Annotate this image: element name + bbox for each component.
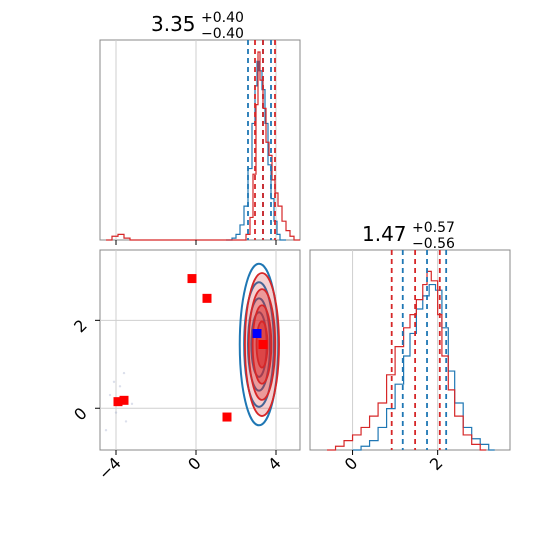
panel-frame — [99, 39, 301, 241]
panel-frame — [99, 249, 301, 451]
x-tick-label: 0 — [184, 453, 205, 474]
marginal-panel-1: 3.35 +0.40 −0.40 — [99, 10, 301, 245]
sample-point — [130, 402, 134, 406]
marker-square — [113, 397, 123, 407]
panel-title: 1.47 +0.57 −0.56 — [362, 220, 455, 252]
quantile-lines — [390, 250, 448, 450]
markers — [113, 274, 268, 422]
panel-frame — [309, 249, 511, 451]
tick-marks — [352, 450, 439, 455]
x-tick-labels: −4 0 4 — [95, 453, 285, 483]
y-tick-labels: 02 — [70, 316, 91, 425]
x-tick-label: 0 — [341, 453, 362, 474]
histogram-series — [327, 270, 487, 451]
title-value: 3.35 — [151, 12, 196, 36]
sample-point — [118, 385, 122, 388]
sample-point — [104, 429, 108, 432]
marker-square — [258, 340, 268, 350]
sample-points — [104, 371, 134, 432]
title-plus: +0.40 — [201, 10, 244, 26]
sample-point — [108, 393, 112, 397]
marker-square — [187, 274, 197, 284]
x-tick-label: 4 — [264, 453, 285, 474]
grid-lines — [100, 250, 300, 450]
x-tick-label: −4 — [95, 453, 125, 483]
tick-marks — [95, 319, 277, 455]
sample-point — [124, 420, 128, 423]
marker-square — [202, 293, 212, 303]
marker-square — [252, 329, 262, 339]
title-value: 1.47 — [362, 222, 407, 246]
sample-point — [114, 411, 118, 414]
title-minus: −0.56 — [412, 236, 455, 252]
histograms — [106, 51, 300, 241]
histogram-series — [106, 51, 300, 241]
joint-panel: −4 0 4 02 — [70, 249, 301, 484]
histograms — [327, 270, 495, 451]
marker-square — [222, 412, 232, 422]
marker-square — [119, 395, 129, 405]
grid-lines — [115, 40, 277, 240]
y-tick-label: 2 — [70, 316, 91, 337]
y-tick-label: 0 — [70, 404, 91, 425]
title-minus: −0.40 — [201, 26, 244, 42]
tick-marks — [115, 240, 277, 245]
quantile-lines — [247, 40, 276, 240]
panel-title: 3.35 +0.40 −0.40 — [151, 10, 244, 42]
x-tick-label: 2 — [426, 453, 447, 474]
title-plus: +0.57 — [412, 220, 455, 236]
sample-point — [122, 371, 126, 375]
sample-point — [112, 380, 116, 384]
histogram-series — [352, 283, 495, 451]
